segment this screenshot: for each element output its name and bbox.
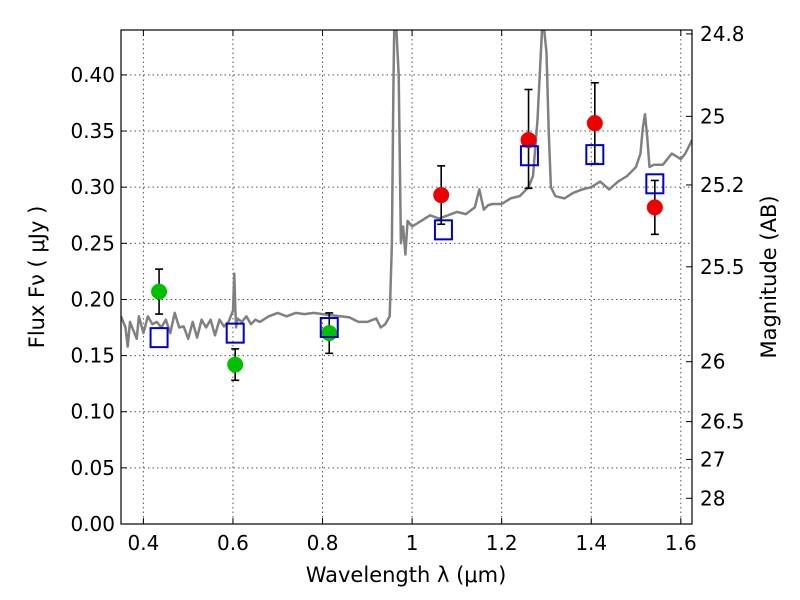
y2-tick-label: 26.5: [700, 410, 745, 434]
x-tick-label: 0.6: [217, 531, 249, 555]
model-flux-square: [519, 145, 539, 167]
y-tick-label: 0.25: [70, 231, 115, 255]
spectrum-layer: [121, 30, 692, 348]
y-tick-label: 0.40: [70, 63, 115, 87]
model-flux-square: [585, 144, 605, 166]
y2-tick-label: 28: [700, 486, 725, 510]
y-tick-label: 0.35: [70, 119, 115, 143]
y-tick-label: 0.30: [70, 175, 115, 199]
photometry-point: [646, 199, 663, 216]
y2-tick-label: 25.2: [700, 173, 745, 197]
y2-tick-label: 25: [700, 104, 725, 128]
y-tick-label: 0.20: [70, 287, 115, 311]
model-flux-square: [225, 322, 245, 344]
photometry-point: [433, 187, 450, 204]
x-tick-label: 1: [406, 531, 419, 555]
x-axis-title: Wavelength λ (μm): [306, 563, 507, 587]
model-flux-square: [645, 173, 665, 195]
photometry-point: [586, 115, 603, 132]
x-tick-label: 1.6: [665, 531, 697, 555]
y-tick-label: 0.00: [70, 512, 115, 536]
y2-tick-label: 25.5: [700, 255, 745, 279]
y-tick-label: 0.05: [70, 456, 115, 480]
model-flux-square: [433, 219, 453, 241]
template-spectrum-line: [121, 30, 692, 348]
y2-tick-label: 26: [700, 350, 725, 374]
y-tick-label: 0.10: [70, 400, 115, 424]
model-flux-square: [319, 317, 339, 339]
plot-frame: [120, 29, 693, 525]
photometry-point: [151, 283, 168, 300]
plot-background: [121, 30, 692, 524]
y-axis-title: Flux Fν ( μJy ): [25, 206, 49, 349]
photometry-point: [227, 356, 244, 373]
y2-tick-label: 27: [700, 447, 725, 471]
y2-axis-title: Magnitude (AB): [757, 195, 781, 358]
y2-tick-label: 24.8: [700, 22, 745, 46]
x-tick-label: 1.4: [575, 531, 607, 555]
x-tick-label: 1.2: [486, 531, 518, 555]
points-layer: [149, 81, 665, 382]
x-tick-label: 0.4: [127, 531, 159, 555]
model-flux-square: [149, 327, 169, 349]
ticks-layer: 0.4 0.6 0.8 1 1.2 1.4 1.6 0.00 0.05 0.10 0.15 0.20 0…: [70, 22, 744, 555]
photometry-point: [520, 132, 537, 149]
x-tick-label: 0.8: [307, 531, 339, 555]
y-tick-label: 0.15: [70, 344, 115, 368]
photometry-point: [321, 325, 338, 342]
